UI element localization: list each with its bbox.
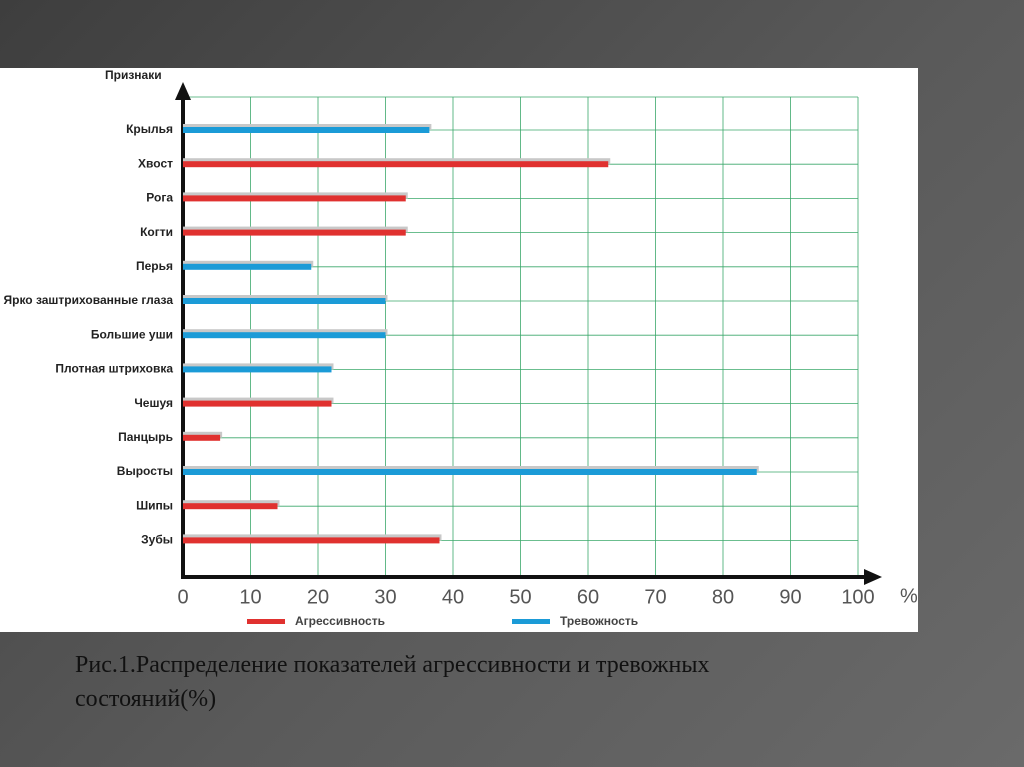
- x-tick-label: 30: [374, 586, 396, 608]
- y-axis-arrow: [175, 82, 191, 100]
- y-tick-label: Выросты: [117, 464, 173, 478]
- y-tick-label: Зубы: [141, 533, 173, 547]
- y-tick-label: Шипы: [136, 498, 173, 512]
- x-tick-label: 0: [177, 586, 188, 608]
- y-tick-label: Когти: [140, 225, 173, 239]
- bar: [183, 366, 332, 373]
- legend-swatch: [512, 619, 550, 624]
- y-tick-label: Плотная штриховка: [55, 362, 173, 376]
- y-tick-label: Чешуя: [134, 396, 173, 410]
- x-tick-label: 10: [239, 586, 261, 608]
- bar: [183, 469, 757, 475]
- y-tick-label: Хвост: [138, 156, 173, 170]
- bar: [183, 298, 386, 304]
- bar: [183, 434, 221, 441]
- bar: [183, 263, 312, 270]
- bar: [183, 229, 406, 236]
- y-axis-title: Признаки: [105, 68, 162, 82]
- x-tick-label: 60: [577, 586, 599, 608]
- x-tick-label: 50: [509, 586, 531, 608]
- bar: [183, 332, 386, 339]
- y-tick-label: Перья: [136, 259, 173, 273]
- x-tick-label: 90: [779, 586, 801, 608]
- bar: [183, 161, 609, 168]
- bar: [183, 400, 332, 407]
- legend-swatch: [247, 619, 285, 624]
- legend-label: Агрессивность: [295, 614, 385, 628]
- y-tick-label: Панцырь: [118, 430, 173, 444]
- bar: [183, 127, 430, 133]
- caption-line: состояний(%): [75, 686, 217, 712]
- x-axis-unit: %: [900, 585, 918, 607]
- x-tick-label: 40: [442, 586, 464, 608]
- x-tick-label: 20: [307, 586, 329, 608]
- x-tick-label: 80: [712, 586, 734, 608]
- y-tick-label: Рога: [146, 191, 173, 205]
- caption-line: Рис.1.Распределение показателей агрессив…: [75, 652, 710, 678]
- x-tick-label: 70: [644, 586, 666, 608]
- legend-label: Тревожность: [560, 614, 638, 628]
- y-tick-label: Крылья: [126, 122, 173, 136]
- bar: [183, 503, 278, 510]
- bar: [183, 195, 406, 202]
- y-tick-label: Большие уши: [91, 327, 173, 341]
- y-tick-label: Ярко заштрихованные глаза: [3, 293, 173, 307]
- x-tick-label: 100: [841, 586, 874, 608]
- bar: [183, 537, 440, 544]
- x-axis-arrow: [864, 569, 882, 585]
